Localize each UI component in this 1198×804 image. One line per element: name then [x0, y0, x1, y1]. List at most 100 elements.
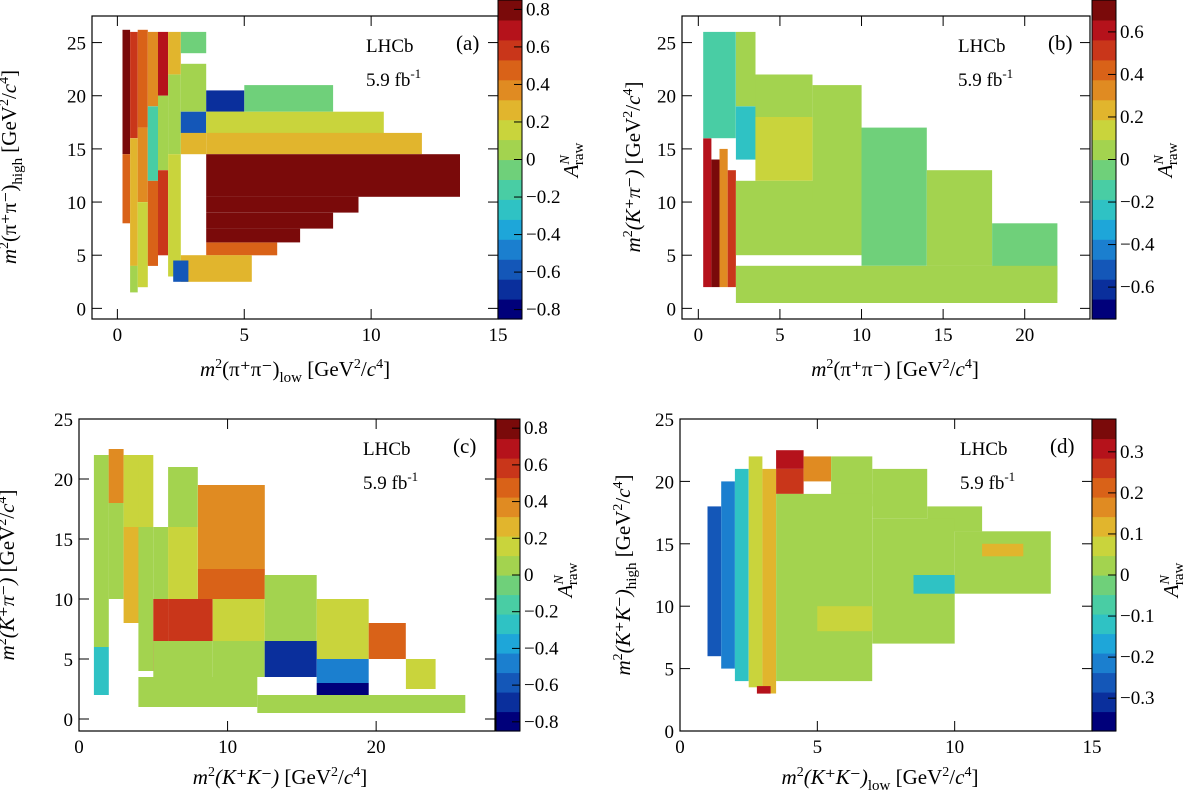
y-tick-label: 0 — [77, 299, 87, 320]
colorbar-segment — [498, 39, 522, 61]
heatmap-bin — [316, 599, 369, 659]
colorbar-segment — [1092, 575, 1116, 596]
colorbar-segment — [1092, 199, 1116, 220]
colorbar-segment — [498, 299, 522, 320]
x-axis-title: m2(K⁺K⁻) [GeV2/c4] — [193, 765, 367, 789]
heatmap-bin — [168, 31, 181, 75]
colorbar-tick-label: 0.2 — [1120, 483, 1144, 504]
heatmap-bin — [206, 111, 384, 133]
heatmap-bin — [180, 63, 207, 112]
plot-frame — [78, 418, 496, 732]
heatmap-bin — [711, 159, 720, 288]
colorbar-tick-label: 0.1 — [1120, 524, 1144, 545]
experiment-label: LHCb — [366, 36, 414, 57]
colorbar-segment — [496, 497, 520, 518]
colorbar-tick-label: −0.4 — [1120, 235, 1155, 256]
colorbar-segment — [1092, 0, 1116, 21]
colorbar-segment — [1092, 219, 1116, 240]
colorbar-segment — [496, 575, 520, 596]
colorbar-segment — [1092, 672, 1116, 693]
colorbar-segment — [496, 614, 520, 635]
y-tick-label: 5 — [77, 246, 87, 267]
heatmap-bin — [316, 659, 369, 683]
colorbar-segment — [498, 279, 522, 300]
colorbar-segment — [498, 239, 522, 260]
colorbar-title: ANraw — [1152, 143, 1181, 180]
heatmap-bin — [168, 74, 181, 155]
colorbar-segment — [496, 711, 520, 732]
colorbar-segment — [498, 119, 522, 141]
y-tick-label: 10 — [54, 590, 73, 611]
colorbar-segment — [498, 0, 522, 21]
colorbar-tick-label: −0.2 — [1120, 647, 1154, 668]
y-axis-title: m2(K⁺π⁻) [GeV2/c4] — [621, 82, 645, 253]
heatmap-bin — [197, 569, 265, 599]
heatmap-bin — [707, 506, 722, 657]
x-tick-label: 15 — [934, 325, 953, 346]
panel-c: 0 10 20 0 5 10 15 20 25 (c) LHCb 5.9 fb-1 0.8 0.6 0.4 0… — [0, 410, 581, 789]
y-axis-title: m2(K⁺π⁻) [GeV2/c4] — [0, 490, 19, 661]
colorbar-segment — [496, 516, 520, 537]
y-tick-label: 15 — [657, 140, 676, 161]
colorbar-tick-label: 0.6 — [1120, 22, 1144, 43]
y-tick-label: 20 — [54, 470, 73, 491]
colorbar-tick-label: −0.1 — [1120, 606, 1154, 627]
y-axis-title: m2(K⁺K⁻)high [GeV2/c4] — [611, 474, 640, 675]
colorbar-segment — [496, 672, 520, 693]
colorbar-segment — [1092, 633, 1116, 654]
colorbar-tick-label: 0.8 — [524, 418, 548, 439]
heatmap-bin — [180, 255, 252, 282]
heatmap-bin — [405, 659, 436, 689]
colorbar-segment — [1092, 653, 1116, 674]
heatmap-bin — [264, 575, 317, 641]
colorbar-segment — [1092, 79, 1116, 101]
colorbar-segment — [1092, 497, 1116, 518]
heatmap-bin — [776, 493, 873, 682]
colorbar-title: ANraw — [552, 563, 581, 600]
colorbar-segment — [498, 199, 522, 220]
heatmap-bin — [212, 599, 265, 641]
colorbar-tick-label: 0.8 — [526, 0, 550, 20]
experiment-label: LHCb — [958, 36, 1006, 57]
heatmap-bin — [168, 467, 198, 527]
colorbar-segment — [1092, 692, 1116, 713]
colorbar-segment — [1092, 39, 1116, 61]
luminosity-label: 5.9 fb-1 — [958, 66, 1013, 91]
heatmap-bin — [206, 132, 422, 155]
heatmap-bin — [748, 456, 763, 688]
heatmap-bin — [264, 641, 317, 677]
y-tick-label: 15 — [67, 140, 86, 161]
y-tick-label: 15 — [655, 535, 674, 556]
colorbar-segment — [496, 458, 520, 479]
heatmap-bin — [123, 455, 139, 527]
heatmap-bin — [180, 111, 207, 133]
y-tick-label: 10 — [67, 193, 86, 214]
colorbar-segment — [496, 594, 520, 615]
panel-a: 0 5 10 15 0 5 10 15 20 25 (a) LHCb 5.9 fb-1 0.8 0.6 0.4… — [0, 0, 587, 386]
colorbar-segment — [1092, 99, 1116, 121]
x-tick-label: 20 — [367, 737, 386, 758]
x-tick-label: 10 — [218, 737, 237, 758]
luminosity-label: 5.9 fb-1 — [366, 66, 421, 91]
colorbar-segment — [496, 477, 520, 498]
colorbar-segment — [1092, 614, 1116, 635]
colorbar-tick-label: −0.6 — [526, 262, 560, 283]
colorbar-tick-label: 0.4 — [1120, 64, 1144, 85]
colorbar-tick-label: 0 — [1120, 150, 1130, 171]
heatmap-bin — [206, 154, 460, 176]
heatmap-bin — [206, 196, 359, 213]
colorbar-segment — [498, 19, 522, 41]
heatmap-bin — [122, 154, 131, 224]
heatmap-bin — [206, 90, 245, 112]
x-tick-label: 15 — [1083, 737, 1102, 758]
heatmap-bin — [206, 212, 334, 229]
heatmap-bin — [812, 85, 862, 202]
colorbar-segment — [1092, 536, 1116, 557]
x-tick-label: 0 — [694, 325, 704, 346]
heatmap-bin — [147, 106, 158, 181]
heatmap-bin — [755, 117, 813, 181]
colorbar-tick-label: −0.2 — [526, 187, 560, 208]
colorbar-segment — [1092, 438, 1116, 459]
heatmap-bin — [762, 468, 777, 694]
